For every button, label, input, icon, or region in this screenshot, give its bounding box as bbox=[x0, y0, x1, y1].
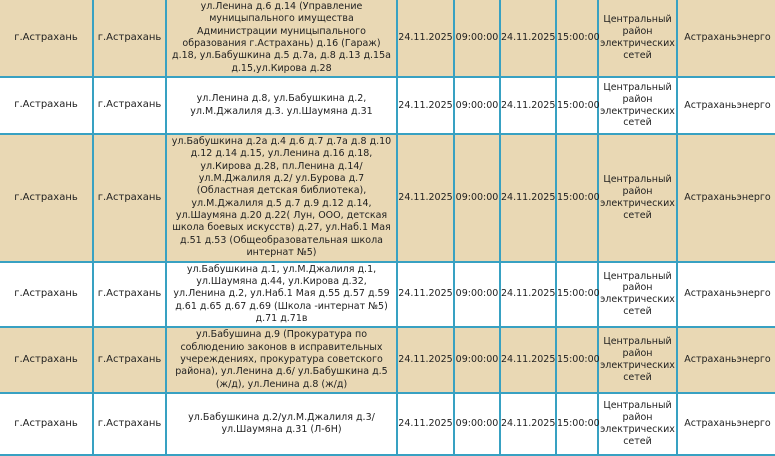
district-cell: г.Астрахань bbox=[92, 260, 167, 329]
start-date-cell: 24.11.2025 bbox=[396, 391, 455, 456]
addresses-cell: ул.Бабушина д.9 (Прокуратура по соблюден… bbox=[165, 326, 398, 394]
start-time-cell: 09:00:00 bbox=[453, 0, 501, 79]
table-row: г.Астрахань г.Астрахань ул.Ленина д.8, у… bbox=[0, 76, 775, 136]
district-cell: г.Астрахань bbox=[92, 133, 167, 263]
addresses-cell: ул.Бабушкина д.2а д.4 д.6 д.7 д.7а д.8 д… bbox=[165, 133, 398, 263]
start-date-cell: 24.11.2025 bbox=[396, 133, 455, 263]
city-cell: г.Астрахань bbox=[0, 76, 94, 136]
table-row: г.Астрахань г.Астрахань ул.Бабушкина д.2… bbox=[0, 133, 775, 263]
end-date-cell: 24.11.2025 bbox=[499, 260, 557, 329]
start-time-cell: 09:00:00 bbox=[453, 326, 501, 394]
start-time-cell: 09:00:00 bbox=[453, 133, 501, 263]
city-cell: г.Астрахань bbox=[0, 326, 94, 394]
table-row: г.Астрахань г.Астрахань ул.Бабушкина д.1… bbox=[0, 260, 775, 329]
organization-cell: Центральный район электрических сетей bbox=[597, 133, 678, 263]
start-date-cell: 24.11.2025 bbox=[396, 76, 455, 136]
start-time-cell: 09:00:00 bbox=[453, 76, 501, 136]
company-cell: Астраханьэнерго bbox=[676, 76, 775, 136]
end-time-cell: 15:00:00 bbox=[555, 0, 600, 79]
district-cell: г.Астрахань bbox=[92, 76, 167, 136]
end-time-cell: 15:00:00 bbox=[555, 326, 600, 394]
company-cell: Астраханьэнерго bbox=[676, 326, 775, 394]
district-cell: г.Астрахань bbox=[92, 0, 167, 79]
end-date-cell: 24.11.2025 bbox=[499, 0, 557, 79]
end-date-cell: 24.11.2025 bbox=[499, 133, 557, 263]
addresses-cell: ул.Ленина д.8, ул.Бабушкина д.2, ул.М.Дж… bbox=[165, 76, 398, 136]
table-row: г.Астрахань г.Астрахань ул.Бабушкина д.2… bbox=[0, 391, 775, 456]
addresses-cell: ул.Ленина д.6 д.14 (Управление муницыпал… bbox=[165, 0, 398, 79]
city-cell: г.Астрахань bbox=[0, 260, 94, 329]
company-cell: Астраханьэнерго bbox=[676, 133, 775, 263]
start-date-cell: 24.11.2025 bbox=[396, 260, 455, 329]
organization-cell: Центральный район электрических сетей bbox=[597, 326, 678, 394]
table-row: г.Астрахань г.Астрахань ул.Ленина д.6 д.… bbox=[0, 0, 775, 79]
end-time-cell: 15:00:00 bbox=[555, 391, 600, 456]
organization-cell: Центральный район электрических сетей bbox=[597, 391, 678, 456]
end-date-cell: 24.11.2025 bbox=[499, 391, 557, 456]
end-time-cell: 15:00:00 bbox=[555, 76, 600, 136]
end-date-cell: 24.11.2025 bbox=[499, 326, 557, 394]
company-cell: Астраханьэнерго bbox=[676, 260, 775, 329]
company-cell: Астраханьэнерго bbox=[676, 391, 775, 456]
organization-cell: Центральный район электрических сетей bbox=[597, 0, 678, 79]
city-cell: г.Астрахань bbox=[0, 133, 94, 263]
company-cell: Астраханьэнерго bbox=[676, 0, 775, 79]
start-date-cell: 24.11.2025 bbox=[396, 326, 455, 394]
organization-cell: Центральный район электрических сетей bbox=[597, 76, 678, 136]
start-time-cell: 09:00:00 bbox=[453, 260, 501, 329]
district-cell: г.Астрахань bbox=[92, 391, 167, 456]
city-cell: г.Астрахань bbox=[0, 391, 94, 456]
end-time-cell: 15:00:00 bbox=[555, 260, 600, 329]
end-date-cell: 24.11.2025 bbox=[499, 76, 557, 136]
end-time-cell: 15:00:00 bbox=[555, 133, 600, 263]
addresses-cell: ул.Бабушкина д.1, ул.М.Джалиля д.1, ул.Ш… bbox=[165, 260, 398, 329]
start-date-cell: 24.11.2025 bbox=[396, 0, 455, 79]
organization-cell: Центральный район электрических сетей bbox=[597, 260, 678, 329]
district-cell: г.Астрахань bbox=[92, 326, 167, 394]
city-cell: г.Астрахань bbox=[0, 0, 94, 79]
start-time-cell: 09:00:00 bbox=[453, 391, 501, 456]
addresses-cell: ул.Бабушкина д.2/ул.М.Джалиля д.3/ ул.Ша… bbox=[165, 391, 398, 456]
table-row: г.Астрахань г.Астрахань ул.Бабушина д.9 … bbox=[0, 326, 775, 394]
